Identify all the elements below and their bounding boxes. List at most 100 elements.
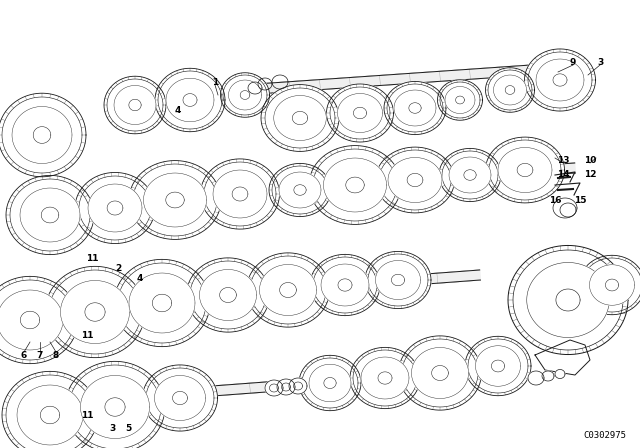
Polygon shape (25, 163, 575, 210)
Polygon shape (114, 259, 210, 347)
Text: 2: 2 (115, 263, 121, 272)
Polygon shape (81, 375, 150, 439)
Polygon shape (603, 277, 621, 293)
Polygon shape (555, 370, 565, 379)
Polygon shape (170, 63, 561, 100)
Polygon shape (525, 49, 595, 111)
Polygon shape (438, 80, 483, 120)
Polygon shape (261, 85, 339, 151)
Polygon shape (17, 308, 44, 332)
Polygon shape (120, 91, 150, 119)
Polygon shape (40, 406, 60, 424)
Polygon shape (368, 363, 402, 393)
Polygon shape (316, 370, 345, 396)
Polygon shape (105, 398, 125, 416)
Text: 7: 7 (37, 350, 43, 359)
Polygon shape (0, 93, 86, 177)
Text: 4: 4 (175, 105, 181, 115)
Polygon shape (29, 196, 71, 234)
Polygon shape (162, 382, 198, 414)
Polygon shape (506, 154, 544, 186)
Polygon shape (407, 173, 423, 187)
Text: 3: 3 (597, 57, 603, 66)
Polygon shape (282, 102, 318, 134)
Polygon shape (127, 97, 143, 113)
Polygon shape (101, 394, 129, 420)
Polygon shape (396, 164, 434, 196)
Polygon shape (143, 173, 207, 227)
Polygon shape (292, 183, 308, 197)
Polygon shape (200, 270, 257, 320)
Polygon shape (24, 118, 60, 152)
Polygon shape (353, 107, 367, 119)
Polygon shape (33, 127, 51, 143)
Polygon shape (505, 86, 515, 95)
Polygon shape (376, 370, 395, 386)
Polygon shape (321, 264, 369, 306)
Polygon shape (27, 394, 73, 436)
Polygon shape (536, 59, 584, 101)
Polygon shape (412, 348, 468, 399)
Polygon shape (0, 290, 63, 350)
Polygon shape (10, 270, 481, 315)
Polygon shape (24, 363, 520, 410)
Polygon shape (486, 68, 534, 112)
Polygon shape (149, 291, 175, 315)
Polygon shape (553, 74, 567, 86)
Polygon shape (104, 198, 126, 218)
Polygon shape (508, 246, 628, 354)
Polygon shape (152, 294, 172, 312)
Polygon shape (326, 84, 394, 142)
Polygon shape (0, 276, 78, 364)
Polygon shape (309, 364, 351, 402)
Polygon shape (163, 189, 188, 211)
Polygon shape (228, 80, 262, 110)
Polygon shape (409, 103, 421, 113)
Polygon shape (139, 282, 185, 324)
Polygon shape (96, 191, 134, 225)
Polygon shape (596, 271, 628, 299)
Polygon shape (107, 201, 123, 215)
Polygon shape (504, 84, 516, 96)
Polygon shape (454, 95, 466, 105)
Text: 4: 4 (137, 273, 143, 283)
Text: 16: 16 (548, 195, 561, 204)
Polygon shape (30, 124, 54, 146)
Polygon shape (166, 78, 214, 122)
Polygon shape (143, 365, 218, 431)
Polygon shape (337, 94, 383, 133)
Polygon shape (399, 336, 481, 410)
Polygon shape (129, 160, 221, 239)
Polygon shape (6, 176, 94, 254)
Polygon shape (20, 311, 40, 329)
Polygon shape (376, 147, 454, 213)
Polygon shape (528, 371, 544, 385)
Polygon shape (294, 185, 306, 195)
Polygon shape (208, 277, 248, 313)
Polygon shape (81, 299, 109, 325)
Polygon shape (7, 299, 53, 341)
Polygon shape (186, 258, 269, 332)
Polygon shape (514, 161, 536, 179)
Text: 10: 10 (584, 155, 596, 164)
Polygon shape (153, 181, 197, 219)
Polygon shape (579, 255, 640, 314)
Polygon shape (376, 260, 420, 300)
Polygon shape (279, 172, 321, 208)
Polygon shape (173, 85, 207, 115)
Text: 11: 11 (81, 331, 93, 340)
Polygon shape (342, 174, 367, 196)
Polygon shape (37, 403, 63, 427)
Polygon shape (445, 86, 475, 113)
Polygon shape (527, 263, 609, 337)
Polygon shape (465, 336, 531, 396)
Polygon shape (455, 163, 484, 188)
Polygon shape (464, 170, 476, 180)
Polygon shape (589, 265, 634, 305)
Polygon shape (333, 166, 377, 204)
Polygon shape (605, 279, 619, 291)
Polygon shape (2, 371, 98, 448)
Polygon shape (38, 204, 62, 226)
Polygon shape (310, 254, 380, 316)
Polygon shape (166, 192, 184, 208)
